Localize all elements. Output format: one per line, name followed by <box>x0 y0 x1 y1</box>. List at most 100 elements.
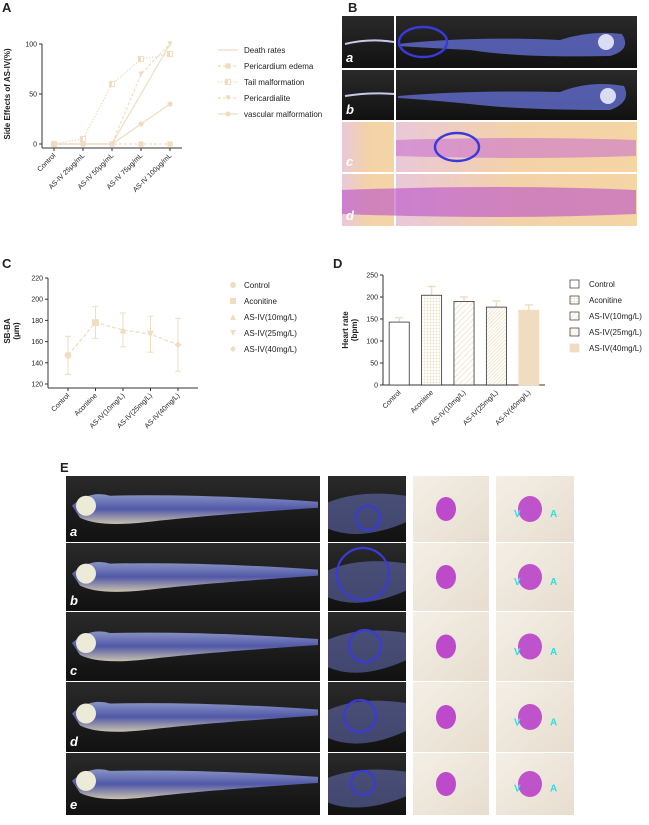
legend-marker <box>230 346 236 352</box>
legend-label: AS-IV(25mg/L) <box>244 329 297 338</box>
legend-label: AS-IV(40mg/L) <box>244 345 297 354</box>
label-atrium: A <box>550 509 557 520</box>
legend-marker <box>230 282 236 288</box>
y-tick-label: 200 <box>366 295 378 302</box>
legend-swatch <box>569 295 580 305</box>
legend-label: Aconitine <box>244 297 277 306</box>
bar-1 <box>421 294 443 386</box>
legend-label: Control <box>589 280 615 289</box>
legend-label: AS-IV(25mg/L) <box>589 328 642 337</box>
data-point-fill <box>167 51 170 57</box>
y-tick-label: 200 <box>31 297 43 304</box>
legend-swatch <box>569 327 580 337</box>
legend-marker-fill <box>225 79 228 85</box>
fish-eye-shape <box>76 563 96 584</box>
y-tick-label: 120 <box>31 382 43 389</box>
bar-4 <box>518 309 540 386</box>
stained-tissue-shape <box>396 138 636 158</box>
label-ventricle: V <box>514 577 521 588</box>
series-line-2 <box>53 53 171 145</box>
data-point-fill <box>138 56 141 62</box>
data-point <box>119 326 127 334</box>
stained-heart-shape <box>436 565 456 589</box>
y-tick-label: 100 <box>366 339 378 346</box>
highlight-circle <box>335 546 391 602</box>
y-tick-label: 180 <box>31 318 43 325</box>
legend-label: Aconitine <box>589 296 622 305</box>
fish-body-shape <box>72 494 318 524</box>
panel-label-b: B <box>348 0 357 15</box>
y-tick-label: 140 <box>31 360 43 367</box>
label-ventricle: V <box>514 509 521 520</box>
panel-b-micrographs: a b c d <box>342 16 637 226</box>
chart-d-heart-rate: 0 50 100 150 200 250 Heart rate(bpm) Control Aco… <box>341 273 642 428</box>
panel-label-d: D <box>333 256 342 271</box>
data-point <box>174 341 182 349</box>
y-tick-label: 0 <box>374 383 378 390</box>
stained-heart-shape <box>436 634 456 659</box>
data-point <box>109 141 115 147</box>
data-point-fill <box>109 81 112 87</box>
bar-0 <box>388 321 410 386</box>
data-point <box>138 141 144 147</box>
label-ventricle: V <box>514 717 521 728</box>
x-tick-label: Aconitine <box>410 389 435 414</box>
stained-heart-shape <box>436 705 456 729</box>
data-point <box>138 121 144 127</box>
sublabel-e: d <box>70 734 79 749</box>
sublabel-b-c: c <box>346 154 354 169</box>
fish-eye-shape <box>76 495 96 516</box>
stained-heart-shape <box>436 497 456 521</box>
fish-head-shape <box>328 493 406 535</box>
fish-head-shape <box>328 630 406 673</box>
legend-marker <box>225 111 231 117</box>
legend-swatch <box>569 279 580 289</box>
label-atrium: A <box>550 577 557 588</box>
panel-label-c: C <box>2 256 12 271</box>
stained-heart-shape <box>436 772 456 796</box>
data-point <box>167 101 173 107</box>
y-tick-label: 150 <box>366 317 378 324</box>
legend-swatch <box>569 311 580 321</box>
panel-e-micrographs: a V Ab V Ac V Ad V Ae V A <box>66 476 574 815</box>
x-tick-label: AS-IV(40mg/L) <box>495 389 533 427</box>
stained-heart-shape <box>518 496 542 522</box>
sublabel-e: b <box>70 593 78 608</box>
micrograph-b-c-left <box>342 122 394 172</box>
highlight-circle <box>433 131 481 163</box>
x-tick-label: Control <box>50 392 71 413</box>
legend-swatch <box>569 343 580 353</box>
y-tick-label: 220 <box>31 276 43 283</box>
legend-marker <box>230 330 236 336</box>
x-tick-label: Control <box>382 389 403 410</box>
panel-label-a: A <box>2 0 12 15</box>
highlight-circle <box>349 769 377 797</box>
y-axis-label: Heart rate(bpm) <box>341 311 359 349</box>
label-atrium: A <box>550 783 557 794</box>
legend-label: Control <box>244 281 270 290</box>
series-line <box>67 321 179 356</box>
legend-label: AS-IV(10mg/L) <box>589 312 642 321</box>
fish-head-shape <box>328 700 406 744</box>
y-tick-label: 0 <box>33 142 37 149</box>
fish-body-shape <box>398 84 627 110</box>
data-point <box>167 141 173 147</box>
fish-eye-shape <box>600 88 616 104</box>
sublabel-b-b: b <box>346 102 354 117</box>
fish-tail-shape <box>344 92 395 97</box>
legend-marker <box>230 298 236 304</box>
legend-label: AS-IV(10mg/L) <box>244 313 297 322</box>
data-point <box>147 330 154 338</box>
bar-2 <box>453 300 475 386</box>
data-point <box>167 41 173 47</box>
data-point <box>92 319 99 326</box>
fish-body-shape <box>72 631 318 662</box>
label-atrium: A <box>550 717 557 728</box>
sublabel-e: e <box>70 797 77 812</box>
fish-eye-shape <box>598 34 614 50</box>
label-ventricle: V <box>514 783 521 794</box>
legend-label: Tail malformation <box>244 78 304 87</box>
